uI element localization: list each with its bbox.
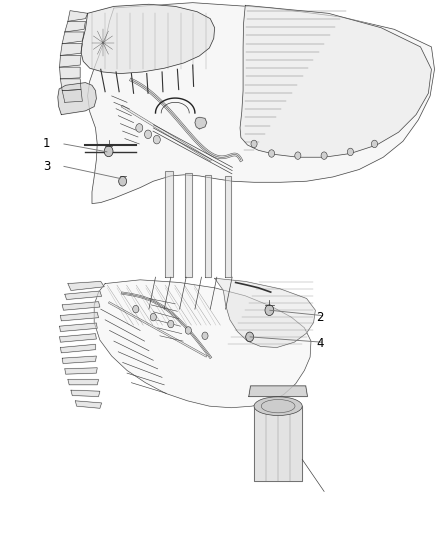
Circle shape	[347, 148, 353, 156]
Circle shape	[295, 152, 301, 159]
Polygon shape	[94, 280, 311, 408]
Polygon shape	[68, 379, 99, 385]
Polygon shape	[60, 55, 81, 67]
Polygon shape	[195, 117, 207, 129]
Polygon shape	[68, 11, 88, 21]
Circle shape	[202, 332, 208, 340]
Circle shape	[136, 124, 143, 132]
Polygon shape	[60, 44, 82, 55]
Polygon shape	[249, 386, 307, 397]
Polygon shape	[60, 312, 99, 321]
Polygon shape	[215, 278, 315, 348]
Circle shape	[150, 313, 156, 321]
Polygon shape	[62, 90, 82, 102]
Circle shape	[153, 135, 160, 144]
Polygon shape	[254, 406, 302, 481]
Polygon shape	[65, 291, 102, 300]
Polygon shape	[62, 356, 96, 364]
Polygon shape	[65, 21, 85, 32]
Polygon shape	[71, 390, 100, 397]
Polygon shape	[62, 32, 84, 44]
Circle shape	[133, 305, 139, 313]
Circle shape	[251, 140, 257, 148]
Polygon shape	[60, 334, 96, 342]
Polygon shape	[60, 344, 95, 353]
Circle shape	[104, 146, 113, 157]
Polygon shape	[58, 83, 96, 115]
Circle shape	[321, 152, 327, 159]
Circle shape	[268, 150, 275, 157]
Text: 2: 2	[317, 311, 324, 324]
Polygon shape	[185, 173, 192, 277]
Polygon shape	[60, 67, 80, 79]
Circle shape	[371, 140, 378, 148]
Text: 3: 3	[43, 160, 50, 173]
Ellipse shape	[254, 397, 302, 416]
Circle shape	[145, 130, 152, 139]
Polygon shape	[62, 302, 100, 310]
Circle shape	[246, 332, 254, 342]
Polygon shape	[75, 401, 102, 408]
Polygon shape	[68, 281, 104, 290]
Polygon shape	[65, 368, 97, 374]
Polygon shape	[60, 79, 81, 91]
Polygon shape	[205, 175, 211, 277]
Polygon shape	[240, 5, 431, 157]
Circle shape	[168, 320, 174, 328]
Text: 1: 1	[43, 138, 50, 150]
Polygon shape	[165, 171, 173, 277]
Polygon shape	[88, 3, 434, 204]
Circle shape	[265, 305, 274, 316]
Polygon shape	[225, 176, 230, 277]
Text: 4: 4	[317, 337, 324, 350]
Circle shape	[119, 176, 127, 186]
Polygon shape	[60, 323, 97, 332]
Circle shape	[185, 327, 191, 334]
Polygon shape	[81, 4, 215, 74]
